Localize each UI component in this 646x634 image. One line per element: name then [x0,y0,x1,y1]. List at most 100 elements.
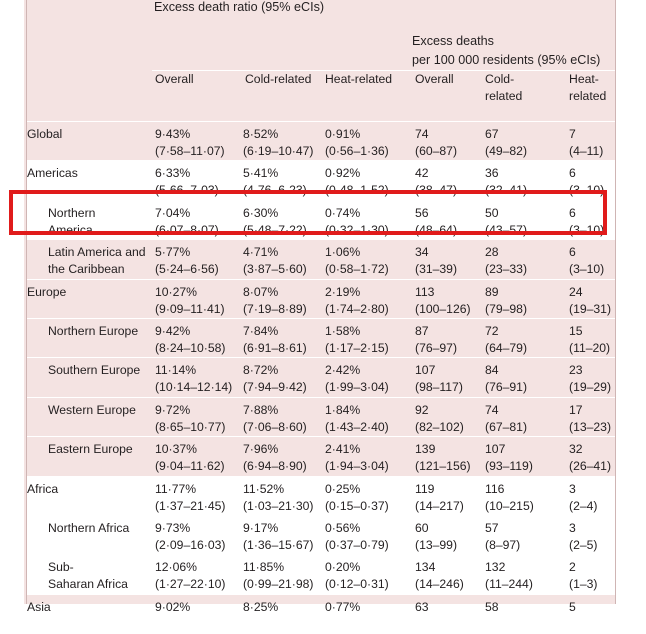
estimate-value: 0·20% [325,560,361,575]
estimate-value: 139 [415,442,436,457]
estimate-value: 8·52% [243,127,279,141]
confidence-interval: (3–10) [569,222,605,237]
row-label-label1: Global [27,127,63,141]
estimate-value: 72 [485,323,499,338]
estimate-value: 0·92% [325,166,361,181]
row-label-label1: Southern Europe [48,363,141,378]
row-label: Africa [27,475,152,516]
confidence-interval: (19–29) [569,380,612,395]
confidence-interval: (0·48–1·52) [325,183,389,198]
estimate-value: 58 [485,599,499,614]
table-right-border [615,0,616,604]
col-cold-deaths-l1: Cold- [485,72,515,86]
value-cell: 3 (2–4) [557,475,616,516]
estimate-value: 107 [485,442,506,457]
value-cell: 89 (79–98) [485,278,558,319]
estimate-value: 32 [569,442,583,457]
value-cell: 15 (11–20) [557,317,616,358]
confidence-interval: (26–41) [569,459,612,474]
confidence-interval: (93–119) [485,459,533,474]
row-label: Northern Africa [27,514,152,555]
estimate-value: 6·33% [155,166,191,181]
estimate-value: 5 [569,599,576,614]
confidence-interval: (7·58–11·07) [155,144,225,158]
estimate-value: 5·77% [155,245,191,260]
estimate-value: 36 [485,166,499,181]
estimate-value: 7·96% [243,442,279,457]
estimate-value: 6 [569,205,576,220]
value-cell: 0·25% (0·15–0·37) [322,475,413,516]
row-label-label1: Northern [48,205,96,220]
confidence-interval: (100–126) [415,301,471,316]
estimate-value: 12·06% [155,560,198,575]
value-cell: 9·17% (1·36–15·67) [240,514,322,555]
value-cell: 2·41% (1·94–3·04) [322,436,413,477]
row-label-label1: Western Europe [48,402,136,417]
confidence-interval: (23–33) [485,262,528,277]
estimate-value: 50 [485,205,499,220]
value-cell: 6·33% (5·66–7·03) [152,160,240,201]
value-cell: 84 (76–91) [485,357,558,398]
row-label-label2: Saharan Africa [48,577,128,592]
estimate-value: 7·84% [243,323,279,338]
row-label-label2: America [48,222,93,237]
estimate-value: 56 [415,205,429,220]
estimate-value: 9·43% [155,127,191,141]
table-row: Africa 11·77% (1·37–21·45) 11·52% (1·03–21·3… [27,475,616,516]
estimate-value: 92 [415,402,429,417]
value-cell: 58 [485,593,558,634]
value-cell: 87 (76–97) [412,317,486,358]
confidence-interval: (10·14–12·14) [155,380,233,395]
confidence-interval: (5·48–7·22) [243,222,307,237]
estimate-value: 8·72% [243,363,279,378]
confidence-interval: (11–244) [485,577,533,592]
value-cell: 6 (3–10) [557,239,616,280]
confidence-interval: (0·56–1·36) [325,144,389,158]
confidence-interval: (13–23) [569,419,612,434]
value-cell: 0·20% (0·12–0·31) [322,554,413,595]
row-label: Western Europe [27,396,152,437]
row-label: Eastern Europe [27,436,152,477]
row-label: Europe [27,278,152,319]
confidence-interval: (6·94–8·90) [243,459,307,474]
value-cell: 11·77% (1·37–21·45) [152,475,240,516]
estimate-value: 10·37% [155,442,198,457]
col-cold-ratio: Cold-related [240,70,322,122]
value-cell: 67 (49–82) [485,122,557,161]
confidence-interval: (64–79) [485,340,528,355]
row-label-label1: Eastern Europe [48,442,133,457]
estimate-value: 2·41% [325,442,361,457]
estimate-value: 0·74% [325,205,361,220]
value-cell: 132 (11–244) [485,554,558,595]
confidence-interval: (7·94–9·42) [243,380,307,395]
estimate-value: 132 [485,560,506,575]
confidence-interval: (76–91) [485,380,528,395]
value-cell: 5·41% (4·76–6·23) [240,160,322,201]
estimate-value: 1·06% [325,245,361,260]
row-label-label1: Europe [27,284,67,299]
confidence-interval: (0·99–21·98) [243,577,314,592]
confidence-interval: (82–102) [415,419,464,434]
confidence-interval: (1·43–2·40) [325,419,389,434]
estimate-value: 6 [569,166,576,181]
value-cell: 107 (98–117) [412,357,486,398]
value-cell: 74 (60–87) [412,122,485,161]
estimate-value: 74 [415,127,429,141]
estimate-value: 60 [415,520,429,535]
value-cell: 10·27% (9·09–11·41) [152,278,240,319]
estimate-value: 7·88% [243,402,279,417]
confidence-interval: (1·03–21·30) [243,498,314,513]
estimate-value: 11·52% [243,481,285,496]
estimate-value: 107 [415,363,436,378]
estimate-value: 57 [485,520,499,535]
value-cell: 116 (10–215) [485,475,558,516]
confidence-interval: (2–4) [569,498,598,513]
value-cell: 9·72% (8·65–10·77) [152,396,240,437]
confidence-interval: (8·65–10·77) [155,419,226,434]
estimate-value: 9·17% [243,520,279,535]
value-cell: 50 (43–57) [485,199,558,240]
confidence-interval: (5·66–7·03) [155,183,219,198]
confidence-interval: (6·91–8·61) [243,340,307,355]
value-cell: 24 (19–31) [557,278,616,319]
confidence-interval: (1–3) [569,577,598,592]
